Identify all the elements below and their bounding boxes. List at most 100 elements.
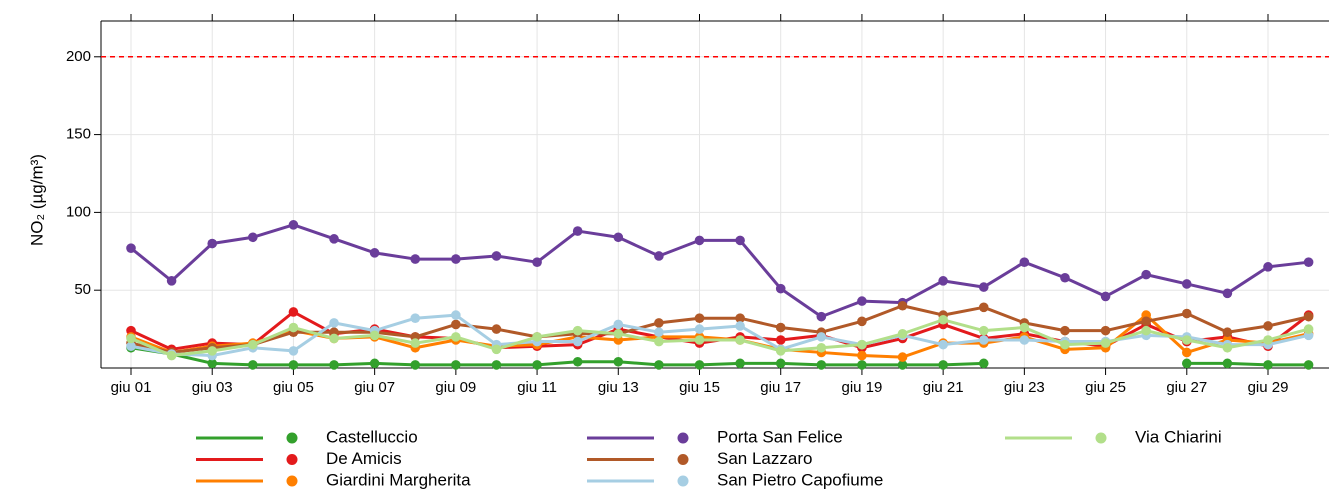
data-point bbox=[369, 248, 380, 258]
x-tick-label: giu 15 bbox=[679, 379, 720, 396]
legend-dot bbox=[677, 454, 689, 465]
data-point bbox=[654, 336, 664, 347]
data-point bbox=[410, 338, 421, 348]
data-point bbox=[329, 333, 339, 344]
data-point bbox=[897, 352, 908, 362]
data-point bbox=[897, 300, 908, 311]
data-point bbox=[1019, 322, 1030, 333]
x-tick-label: giu 01 bbox=[111, 379, 152, 396]
data-point bbox=[1019, 257, 1030, 267]
legend-label: De Amicis bbox=[326, 449, 402, 468]
legend-dot bbox=[286, 475, 298, 487]
data-point bbox=[572, 226, 583, 236]
data-point bbox=[1100, 291, 1111, 302]
data-point bbox=[1222, 342, 1233, 353]
series-line bbox=[130, 318, 1309, 358]
data-point bbox=[1019, 335, 1030, 345]
data-point bbox=[775, 358, 786, 369]
data-point bbox=[897, 360, 908, 370]
data-point bbox=[532, 257, 542, 267]
data-point bbox=[816, 332, 827, 342]
data-point bbox=[248, 339, 258, 350]
data-point bbox=[369, 358, 380, 369]
x-tick-label: giu 27 bbox=[1166, 379, 1207, 396]
data-point bbox=[1181, 308, 1192, 319]
data-point bbox=[775, 346, 786, 356]
data-point bbox=[816, 311, 827, 322]
data-point bbox=[1141, 325, 1151, 336]
data-point bbox=[1100, 338, 1111, 348]
series-line bbox=[130, 304, 1309, 354]
data-point bbox=[938, 314, 948, 325]
y-tick-label: 150 bbox=[66, 126, 91, 143]
data-point bbox=[410, 254, 421, 264]
data-point bbox=[775, 335, 786, 345]
legend-dot bbox=[677, 432, 689, 444]
data-point bbox=[126, 243, 136, 253]
data-point bbox=[288, 322, 299, 333]
data-point bbox=[1222, 288, 1233, 299]
data-point bbox=[613, 356, 624, 367]
data-point bbox=[1181, 358, 1192, 369]
data-point bbox=[166, 350, 177, 361]
data-point bbox=[166, 276, 177, 286]
data-point bbox=[613, 232, 624, 243]
data-point bbox=[978, 282, 989, 292]
legend-dot bbox=[286, 432, 298, 444]
data-point bbox=[288, 307, 299, 317]
data-point bbox=[1263, 335, 1273, 345]
data-point bbox=[897, 328, 908, 339]
data-point bbox=[857, 350, 867, 361]
data-point bbox=[1060, 272, 1070, 283]
x-tick-label: giu 17 bbox=[760, 379, 801, 396]
series-line bbox=[130, 223, 1309, 319]
legend-dot bbox=[286, 454, 298, 465]
y-axis-title: NO₂ (µg/m³) bbox=[27, 154, 46, 246]
data-point bbox=[1181, 279, 1192, 289]
data-point bbox=[248, 360, 258, 370]
data-point bbox=[775, 322, 786, 333]
data-point bbox=[1060, 339, 1070, 350]
data-point bbox=[1222, 327, 1233, 338]
data-point bbox=[1303, 324, 1314, 334]
data-point bbox=[451, 319, 461, 330]
data-point bbox=[654, 327, 664, 338]
data-point bbox=[694, 324, 705, 334]
x-tick-label: giu 25 bbox=[1085, 379, 1126, 396]
y-tick-label: 200 bbox=[66, 48, 91, 65]
legend-label: Castelluccio bbox=[326, 427, 418, 446]
data-point bbox=[735, 235, 745, 246]
legend-label: San Lazzaro bbox=[717, 449, 812, 468]
legend-dot bbox=[1095, 432, 1107, 444]
data-point bbox=[735, 313, 745, 324]
x-tick-label: giu 09 bbox=[435, 379, 476, 396]
data-point bbox=[1303, 360, 1314, 370]
data-point bbox=[978, 325, 989, 336]
data-point bbox=[938, 339, 948, 350]
data-point bbox=[1303, 311, 1314, 322]
data-point bbox=[694, 313, 705, 324]
data-point bbox=[1263, 360, 1273, 370]
data-point bbox=[978, 335, 989, 345]
series-line bbox=[130, 346, 1309, 367]
data-point bbox=[288, 360, 299, 370]
data-point bbox=[938, 360, 948, 370]
data-point bbox=[816, 342, 827, 353]
data-point bbox=[735, 335, 745, 345]
data-point bbox=[126, 341, 136, 352]
data-point bbox=[857, 360, 867, 370]
data-point bbox=[491, 324, 502, 334]
data-point bbox=[1181, 347, 1192, 358]
data-point bbox=[451, 310, 461, 320]
data-point bbox=[410, 360, 421, 370]
data-point bbox=[694, 335, 705, 345]
data-point bbox=[451, 332, 461, 342]
data-point bbox=[654, 318, 664, 328]
x-tick-label: giu 03 bbox=[192, 379, 233, 396]
data-point bbox=[978, 302, 989, 313]
data-point bbox=[694, 360, 705, 370]
data-point bbox=[978, 358, 989, 369]
data-point bbox=[491, 251, 502, 261]
data-point bbox=[775, 283, 786, 294]
data-point bbox=[572, 336, 583, 347]
